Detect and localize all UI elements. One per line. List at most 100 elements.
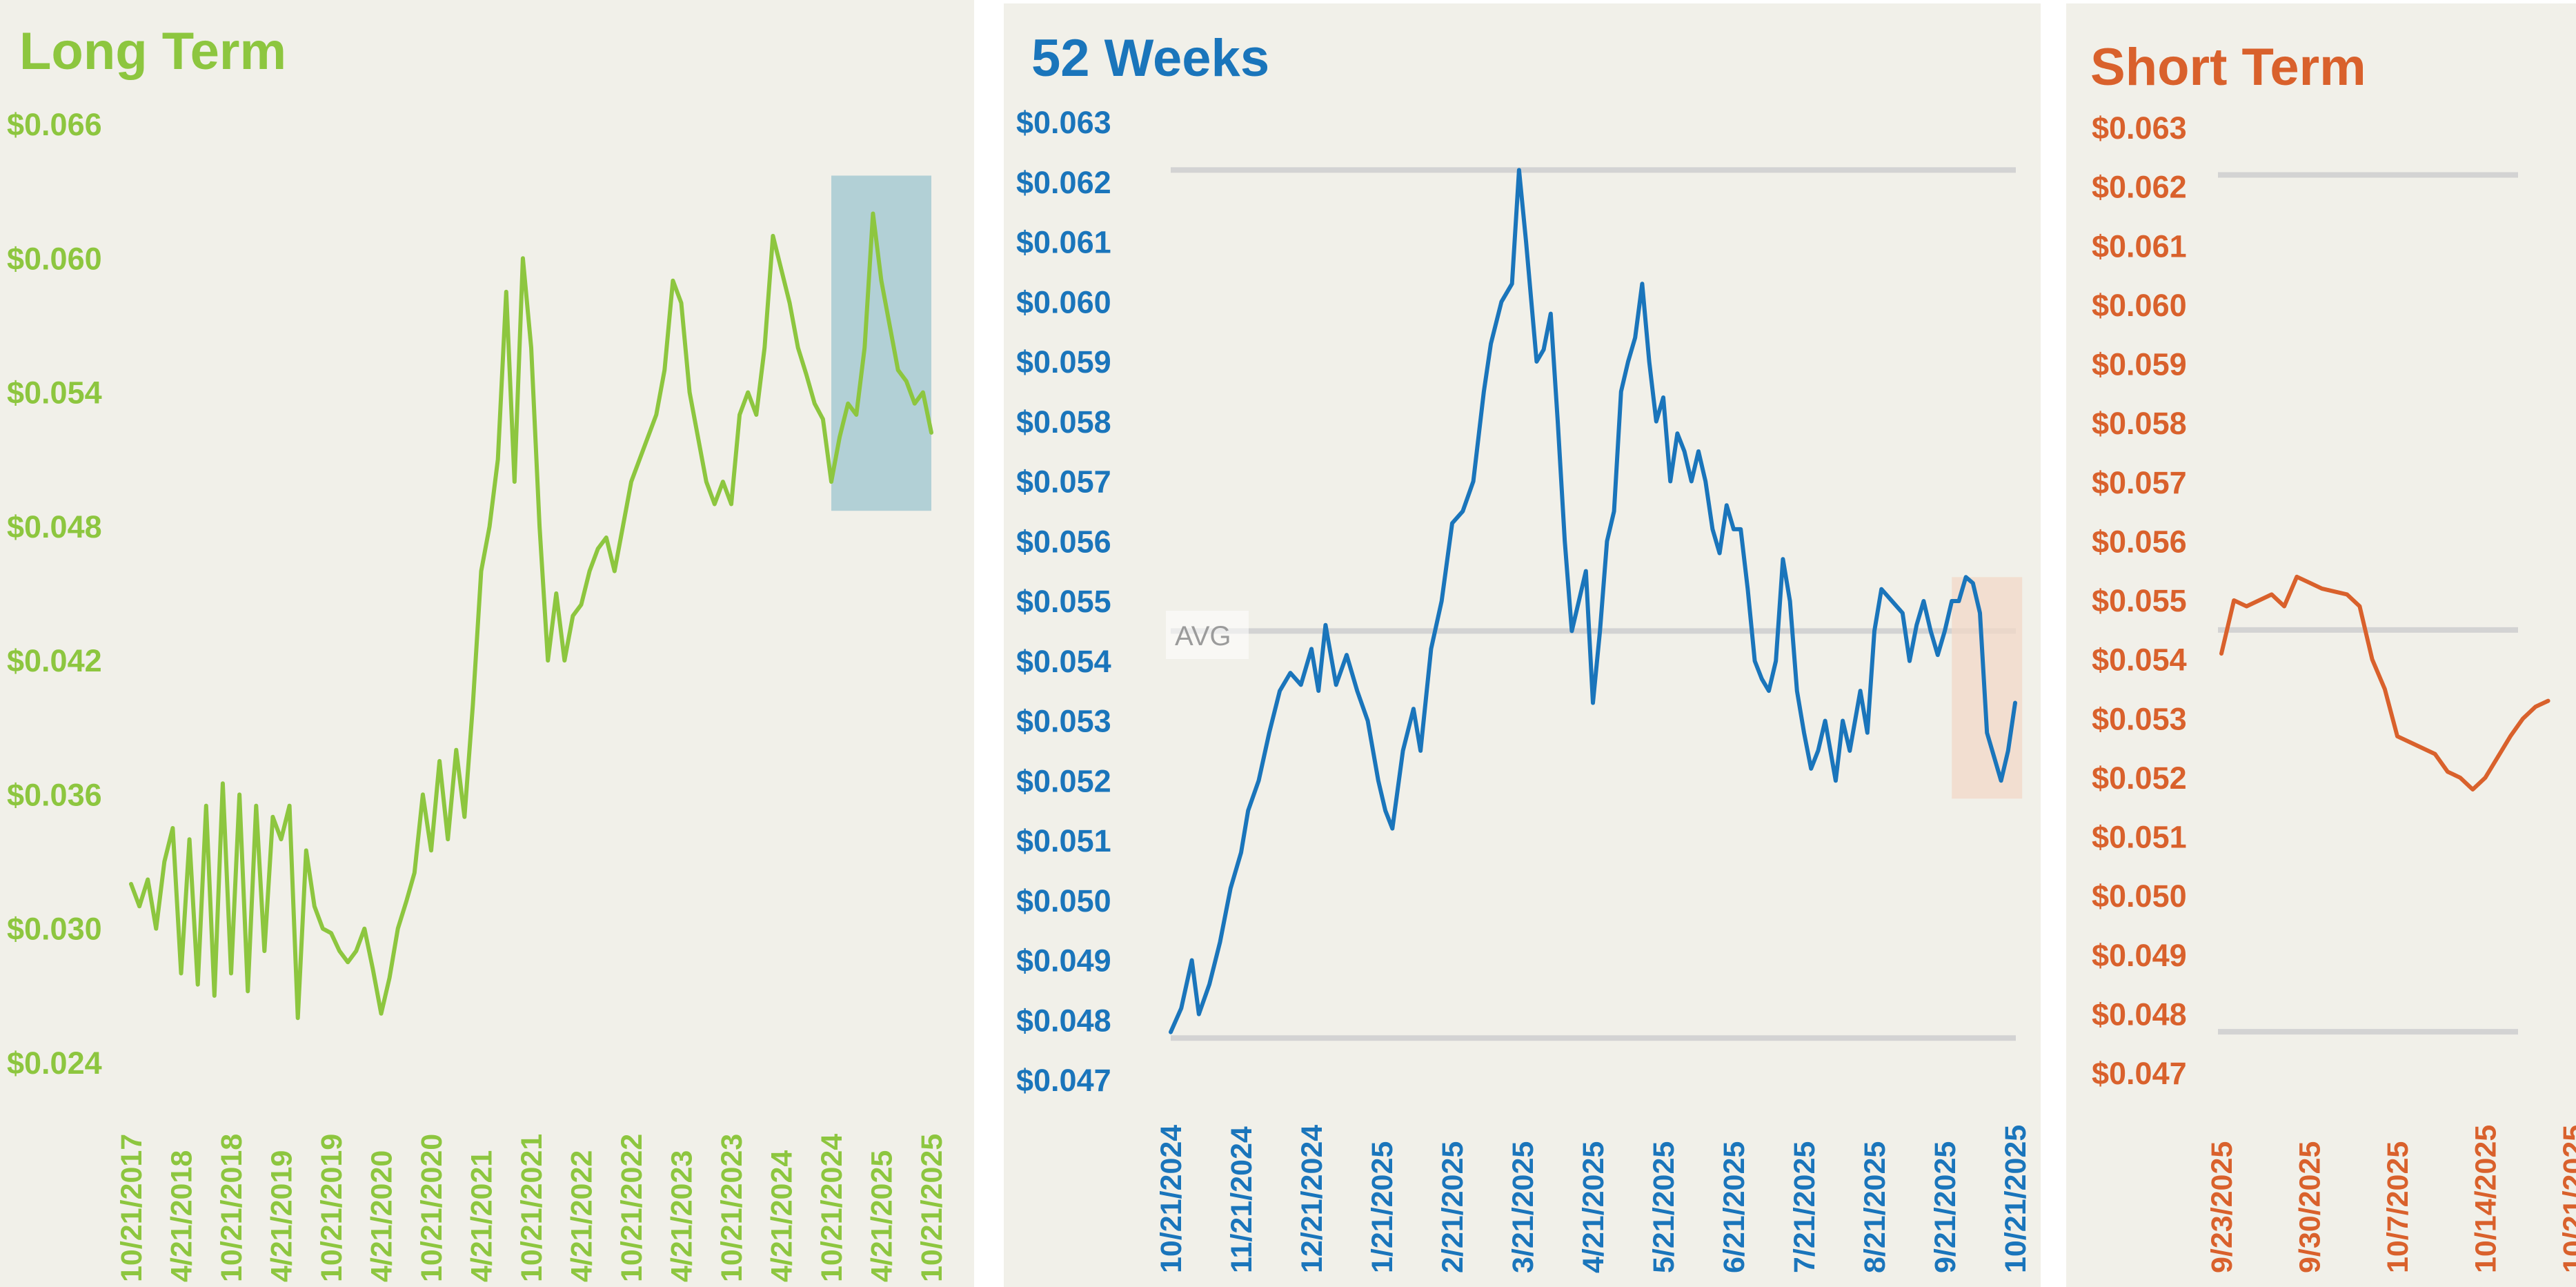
data-point [1661, 395, 1665, 400]
x-tick-label: 4/21/2024 [766, 1150, 799, 1282]
data-point [1809, 767, 1813, 771]
data-point [1978, 611, 1982, 615]
data-point [1288, 671, 1292, 675]
data-point [654, 413, 658, 417]
y-tick-label: $0.036 [7, 777, 102, 812]
x-tick-label: 6/21/2025 [1718, 1141, 1751, 1273]
data-point [321, 927, 325, 931]
data-point [504, 290, 508, 294]
x-tick-label: 10/21/2017 [115, 1134, 148, 1282]
data-point [1207, 982, 1211, 986]
data-point [1482, 389, 1486, 393]
data-point [2433, 752, 2437, 756]
data-point [829, 480, 833, 484]
data-point [1738, 527, 1743, 531]
data-point [1816, 749, 1820, 753]
x-tick-label: 10/21/2024 [815, 1134, 849, 1282]
y-tick-label: $0.056 [2092, 524, 2187, 559]
data-point [671, 279, 675, 283]
data-point [1847, 749, 1852, 753]
y-tick-label: $0.056 [1016, 524, 1111, 559]
data-point [1956, 599, 1961, 603]
y-tick-label: $0.061 [2092, 228, 2187, 264]
data-point [1239, 850, 1243, 854]
data-point [821, 417, 825, 421]
data-point [2395, 734, 2399, 738]
data-point [1390, 827, 1394, 831]
short-term-title: Short Term [2090, 38, 2366, 97]
data-point [1299, 682, 1303, 687]
y-tick-label: $0.057 [1016, 464, 1111, 500]
data-point [554, 591, 558, 596]
data-point [1788, 599, 1792, 603]
data-point [2270, 592, 2274, 596]
y-tick-label: $0.066 [7, 107, 102, 142]
data-point [2219, 651, 2223, 656]
data-point [762, 346, 766, 350]
x-tick-label: 11/21/2024 [1225, 1126, 1258, 1273]
x-tick-label: 10/21/2024 [1155, 1125, 1188, 1273]
data-point [1246, 809, 1250, 813]
data-point [1647, 360, 1652, 364]
data-point [680, 301, 683, 305]
data-point [913, 402, 917, 406]
data-point [838, 435, 842, 439]
data-point [1781, 557, 1785, 561]
y-tick-label: $0.061 [1016, 225, 1111, 260]
data-point [579, 602, 583, 607]
data-point [1732, 527, 1736, 531]
data-point [771, 234, 775, 238]
data-point [304, 848, 308, 852]
data-point [1556, 420, 1560, 424]
data-point [904, 379, 909, 383]
data-point [296, 1016, 300, 1020]
y-tick-label: $0.055 [1016, 584, 1111, 619]
data-point [546, 658, 550, 662]
data-point [1190, 959, 1194, 962]
data-point [1229, 886, 1233, 890]
data-point [1524, 240, 1528, 244]
data-point [1767, 689, 1771, 693]
data-point [188, 837, 192, 841]
series-line-price [129, 211, 933, 1021]
x-tick-label: 4/21/2025 [1577, 1141, 1610, 1273]
data-point [596, 547, 600, 551]
x-tick-label: 12/21/2024 [1296, 1125, 1329, 1273]
data-point [2357, 605, 2361, 609]
x-tick-label: 4/21/2021 [466, 1150, 499, 1282]
data-point [2408, 740, 2412, 744]
data-point [1179, 1006, 1183, 1010]
data-point [1992, 755, 1996, 759]
data-point [1668, 480, 1672, 483]
data-point [1943, 629, 1947, 633]
data-point [1591, 700, 1595, 705]
y-tick-label: $0.055 [2092, 583, 2187, 618]
data-point [146, 877, 150, 881]
x-tick-label: 10/21/2025 [2557, 1125, 2576, 1273]
data-point [2446, 769, 2450, 774]
y-tick-label: $0.053 [2092, 701, 2187, 736]
data-point [880, 279, 883, 283]
data-point [221, 781, 225, 785]
data-point [337, 949, 341, 953]
data-point [1823, 719, 1827, 723]
data-point [2345, 592, 2349, 596]
x-tick-label: 9/30/2025 [2294, 1141, 2327, 1273]
data-point [488, 524, 492, 529]
data-point [604, 536, 608, 540]
avg-label-background [1166, 611, 1249, 659]
data-point [1865, 731, 1870, 735]
short-term-chart: $0.063 $0.062 $0.061 $0.060 $0.059 $0.058 $0.0… [2090, 38, 2576, 1273]
data-point [562, 658, 566, 662]
data-point [1569, 629, 1574, 633]
y-tick-label: $0.048 [1016, 1003, 1111, 1038]
data-point [1517, 168, 1521, 172]
data-point [888, 323, 892, 327]
data-point [1710, 527, 1714, 531]
y-tick-label: $0.058 [2092, 406, 2187, 441]
y-tick-label: $0.050 [2092, 878, 2187, 914]
x-tick-label: 10/21/2018 [215, 1134, 248, 1282]
data-point [1999, 778, 2003, 783]
data-point [1964, 575, 1968, 579]
y-tick-label: $0.060 [7, 241, 102, 276]
